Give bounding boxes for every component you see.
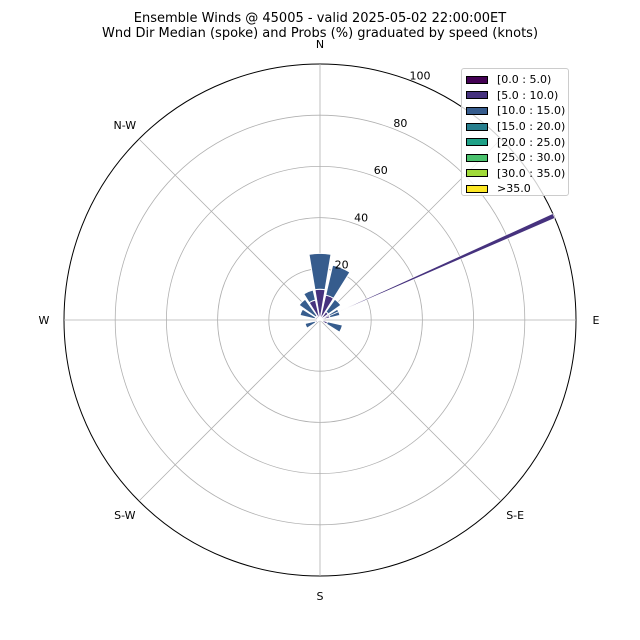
direction-label: E (593, 314, 600, 327)
legend-swatch (466, 138, 488, 147)
legend-entry: [0.0 : 5.0) (466, 72, 568, 88)
bar-segment (325, 264, 351, 299)
legend-entry: [5.0 : 10.0) (466, 88, 568, 104)
bar-segment (304, 320, 317, 329)
legend-swatch (466, 184, 488, 193)
legend-label: [25.0 : 30.0) (497, 151, 566, 165)
bar-segment (303, 289, 316, 304)
radial-tick-label: 100 (409, 69, 430, 82)
bar-segment (325, 321, 344, 333)
grid-spoke (138, 138, 321, 321)
windrose-bars (298, 252, 351, 333)
legend-label: [10.0 : 15.0) (497, 104, 566, 118)
legend-swatch (466, 91, 488, 100)
legend-entry: [15.0 : 20.0) (466, 119, 568, 135)
direction-label: S-E (506, 509, 524, 522)
direction-label: S-W (114, 509, 136, 522)
grid-spoke (319, 319, 502, 502)
direction-label: N-W (114, 119, 137, 132)
chart-title: Ensemble Winds @ 45005 - valid 2025-05-0… (133, 11, 507, 26)
direction-label: N (316, 38, 324, 51)
grid-spoke (138, 319, 321, 502)
legend-label: [30.0 : 35.0) (497, 166, 566, 180)
median-spoke (319, 213, 556, 321)
bar-segment (308, 252, 332, 291)
legend-entry: [10.0 : 15.0) (466, 103, 568, 119)
legend-label: [20.0 : 25.0) (497, 135, 566, 149)
radial-tick-labels: 20 40 60 80 100 (335, 69, 431, 271)
legend-entry: [25.0 : 30.0) (466, 150, 568, 166)
legend-label: >35.0 (497, 182, 531, 196)
direction-label: W (39, 314, 50, 327)
bar-segment (299, 308, 317, 320)
chart-subtitle: Wnd Dir Median (spoke) and Probs (%) gra… (101, 26, 539, 41)
legend-entry: >35.0 (466, 181, 568, 197)
legend-label: [15.0 : 20.0) (497, 120, 566, 134)
radial-tick-label: 20 (335, 259, 349, 272)
bar-segment (325, 298, 342, 315)
median-spoke-wedge (319, 213, 556, 321)
legend-swatch (466, 106, 488, 115)
radial-tick-label: 40 (354, 211, 368, 224)
legend-entry: [30.0 : 35.0) (466, 166, 568, 182)
legend-entry: [20.0 : 25.0) (466, 134, 568, 150)
legend-label: [0.0 : 5.0) (497, 73, 552, 87)
bar-segment (298, 298, 318, 318)
legend-swatch (466, 153, 488, 162)
speed-legend: [0.0 : 5.0) [5.0 : 10.0) [10.0 : 15.0) [15.… (461, 68, 569, 196)
legend-swatch (466, 75, 488, 84)
chart-titles: Ensemble Winds @ 45005 - valid 2025-05-0… (0, 11, 640, 41)
radial-tick-label: 80 (393, 117, 407, 130)
direction-label: S (317, 590, 324, 603)
legend-swatch (466, 169, 488, 178)
direction-labels: N E S-E S S-W W N-W (39, 38, 600, 603)
radial-tick-label: 60 (374, 164, 388, 177)
legend-swatch (466, 122, 488, 131)
legend-label: [5.0 : 10.0) (497, 88, 559, 102)
